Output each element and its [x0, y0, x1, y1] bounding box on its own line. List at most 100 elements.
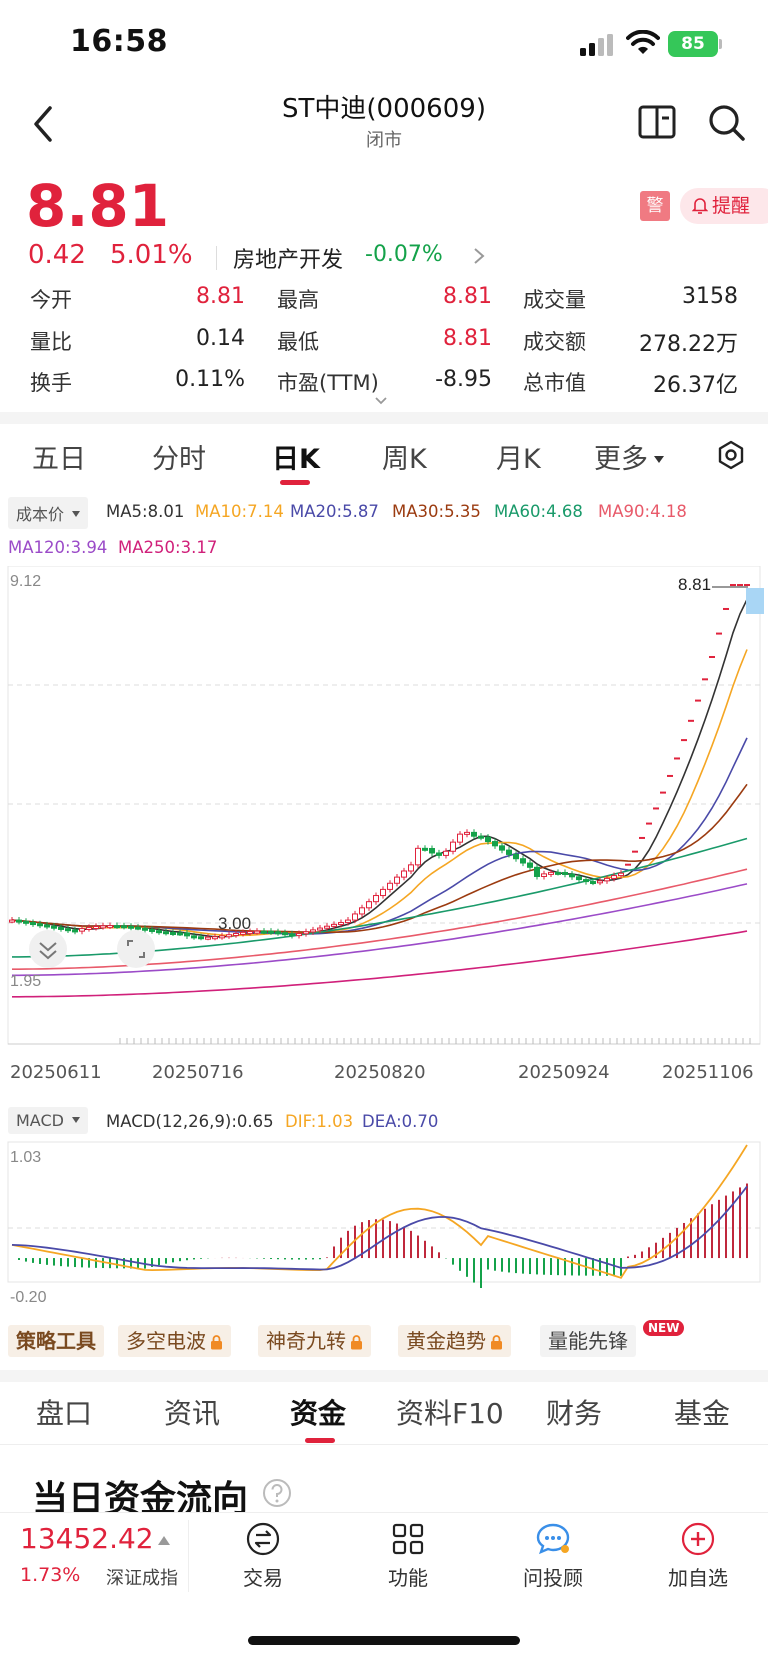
strategy-tool[interactable]: 黄金趋势: [398, 1325, 511, 1357]
macd-dropdown[interactable]: MACD: [8, 1107, 88, 1134]
candle: [149, 928, 155, 932]
candle: [79, 928, 85, 932]
nav-functions-label: 功能: [388, 1566, 428, 1590]
period-tab-indicator: [280, 480, 310, 485]
candle: [37, 923, 43, 927]
candle: [478, 835, 484, 839]
help-icon[interactable]: [262, 1478, 292, 1508]
period-tab-label: 更多: [594, 444, 648, 475]
candle: [30, 922, 36, 926]
candle: [121, 925, 127, 929]
macd-chip-label: MACD: [16, 1111, 64, 1130]
period-tab[interactable]: 日K: [272, 437, 320, 476]
stat-value: 26.37亿: [653, 373, 738, 398]
index-name[interactable]: 深证成指: [106, 1568, 178, 1589]
section-tab[interactable]: 财务: [546, 1397, 603, 1430]
candle: [317, 927, 323, 931]
book-icon[interactable]: [638, 104, 676, 140]
stat-label: 最高: [277, 288, 319, 312]
candle: [492, 841, 498, 847]
nav-functions[interactable]: 功能: [353, 1522, 463, 1591]
ma-legend-item: MA120:3.94: [8, 538, 108, 557]
candle: [205, 936, 211, 940]
candle: [93, 926, 99, 930]
remind-label: 提醒: [712, 195, 751, 217]
section-divider: [0, 412, 768, 424]
period-tab[interactable]: 周K: [382, 437, 427, 476]
lock-icon: [491, 1335, 502, 1350]
remind-button[interactable]: 提醒: [680, 188, 768, 224]
sector-change[interactable]: -0.07%: [365, 242, 443, 267]
page-title: ST中迪(000609): [282, 94, 486, 124]
ma-line: [11, 783, 748, 934]
section-tab[interactable]: 资金: [290, 1397, 347, 1430]
tool-volume-pioneer[interactable]: 量能先锋: [540, 1325, 636, 1357]
candle: [23, 920, 29, 924]
divider: [188, 1520, 189, 1592]
macd-y-max-label: 1.03: [10, 1149, 41, 1166]
double-chevron-down-icon: [39, 942, 57, 960]
settings-icon[interactable]: [716, 440, 746, 470]
back-icon[interactable]: [30, 104, 60, 144]
candle: [576, 876, 582, 881]
candle: [415, 847, 421, 866]
macd-chart[interactable]: 1.03 -0.20: [0, 1140, 768, 1315]
nav-advisor[interactable]: 问投顾: [498, 1522, 608, 1591]
candle: [569, 873, 575, 878]
chevron-down-icon[interactable]: [374, 396, 388, 406]
candle: [254, 930, 260, 934]
ma-line: [11, 599, 748, 938]
period-tab[interactable]: 月K: [496, 437, 541, 476]
nav-add-watchlist[interactable]: 加自选: [643, 1522, 753, 1591]
section-tab[interactable]: 基金: [674, 1397, 731, 1430]
ma-legend-item: MA30:5.35: [392, 502, 481, 521]
last-price-label: 8.81: [678, 575, 711, 594]
ma-line: [12, 930, 748, 998]
section-tab[interactable]: 盘口: [36, 1397, 93, 1430]
battery-icon: 85: [668, 31, 718, 57]
candle: [191, 935, 197, 939]
ma-legend-item: MA10:7.14: [195, 502, 284, 521]
candle: [513, 853, 519, 860]
new-badge: NEW: [643, 1320, 685, 1336]
candle: [611, 875, 617, 879]
strategy-tool[interactable]: 神奇九转: [258, 1325, 371, 1357]
macd-y-min-label: -0.20: [10, 1289, 47, 1306]
cost-price-dropdown[interactable]: 成本价: [8, 497, 89, 529]
ma-line: [11, 649, 748, 937]
candle: [401, 870, 407, 878]
section-tab[interactable]: 资讯: [164, 1397, 221, 1430]
stat-label: 总市值: [523, 371, 586, 395]
dif-line: [11, 1144, 748, 1279]
candle: [527, 862, 533, 868]
sector-name[interactable]: 房地产开发: [233, 248, 344, 273]
stat-value: 8.81: [443, 284, 492, 309]
period-tab[interactable]: 五日: [32, 437, 86, 476]
wifi-icon: [626, 30, 660, 54]
period-tab[interactable]: 更多: [594, 437, 664, 476]
index-pct[interactable]: 1.73%: [20, 1564, 81, 1586]
kline-chart[interactable]: 9.12 1.95 8.81 3.00: [0, 566, 768, 1046]
stat-label: 最低: [277, 330, 319, 354]
index-value[interactable]: 13452.42: [20, 1522, 154, 1555]
candle: [177, 932, 183, 936]
macd-dea: DEA:0.70: [362, 1112, 439, 1131]
strategy-tools-label[interactable]: 策略工具: [8, 1325, 104, 1357]
chevron-right-icon[interactable]: [472, 247, 486, 265]
candle: [275, 931, 281, 935]
strategy-tool[interactable]: 多空电波: [118, 1325, 231, 1357]
candle: [240, 931, 246, 935]
search-icon[interactable]: [708, 104, 746, 142]
period-tab[interactable]: 分时: [152, 437, 206, 476]
section-tab[interactable]: 资料F10: [396, 1397, 504, 1430]
stat-value: 8.81: [196, 284, 245, 309]
nav-trade[interactable]: 交易: [208, 1522, 318, 1591]
candle: [506, 849, 512, 855]
candle: [555, 871, 561, 875]
price-change-pct: 5.01%: [110, 240, 193, 270]
candle: [618, 872, 624, 877]
stat-value: 0.14: [196, 326, 245, 351]
date-label: 20251106: [662, 1062, 754, 1083]
stat-label: 换手: [30, 371, 72, 395]
candle: [534, 866, 540, 877]
